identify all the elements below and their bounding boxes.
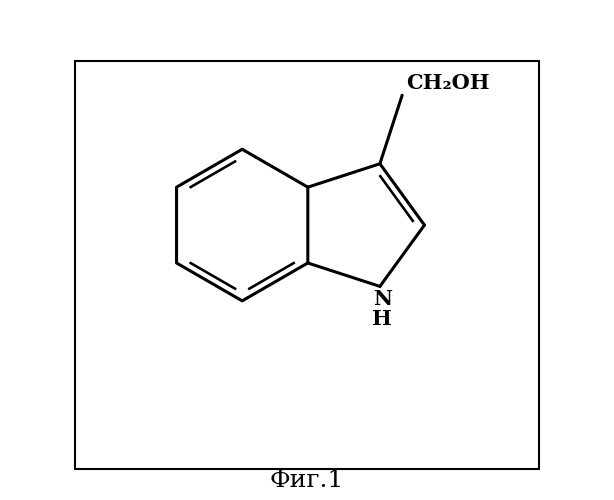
Text: CH₂OH: CH₂OH	[406, 73, 490, 93]
Text: Фиг.1: Фиг.1	[270, 469, 344, 492]
Bar	[75, 60, 539, 470]
Text: N: N	[373, 289, 392, 309]
Text: H: H	[373, 309, 392, 329]
